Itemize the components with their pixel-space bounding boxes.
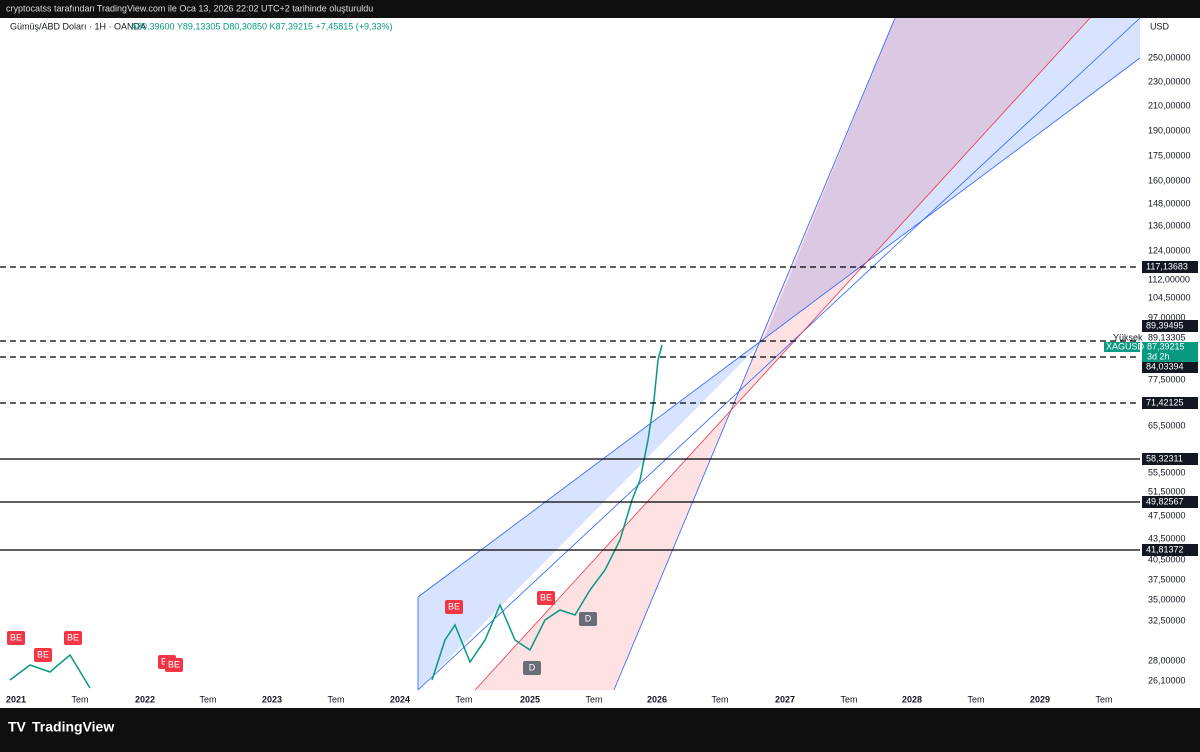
marker-label: BE (67, 632, 79, 642)
price-label: 77,50000 (1148, 374, 1186, 384)
price-label: 40,50000 (1148, 554, 1186, 564)
brand-logo: TV (8, 719, 27, 735)
marker (445, 600, 463, 614)
level-box (1142, 361, 1198, 373)
price-line (9, 653, 91, 689)
fan-line (613, 17, 896, 691)
price-label: 97,00000 (1148, 312, 1186, 322)
last-price: 87,39215 (1147, 341, 1185, 351)
time-label: Tem (1095, 694, 1112, 704)
level-label: 117,13683 (1146, 261, 1188, 271)
last-box (1142, 342, 1198, 362)
time-label: Tem (840, 694, 857, 704)
high-value: 89,13305 (1148, 332, 1186, 342)
time-label: Tem (967, 694, 984, 704)
time-label: Tem (71, 694, 88, 704)
fan-line (417, 17, 1141, 691)
brand: TradingView (32, 719, 114, 735)
level-label: 41,81372 (1146, 544, 1184, 554)
marker-label: BE (168, 659, 180, 669)
fan-line (417, 57, 1141, 598)
fan-line (474, 17, 1091, 691)
ohlc: A80,39600 Y89,13305 D80,30850 K87,39215 … (131, 21, 393, 31)
marker-label: D (529, 662, 536, 672)
time-label: 2029 (1030, 694, 1050, 704)
time-label: Tem (327, 694, 344, 704)
level-label: 84,03394 (1146, 361, 1184, 371)
marker (7, 631, 25, 645)
price-label: 160,00000 (1148, 175, 1191, 185)
currency: USD (1150, 21, 1170, 31)
price-label: 175,00000 (1148, 150, 1191, 160)
price-label: 32,50000 (1148, 615, 1186, 625)
price-label: 112,00000 (1148, 274, 1190, 284)
marker-label: BE (448, 601, 460, 611)
time-label: Tem (711, 694, 728, 704)
level-box (1142, 496, 1198, 508)
time-label: 2028 (902, 694, 922, 704)
marker-label: BE (10, 632, 22, 642)
price-label: 55,50000 (1148, 467, 1186, 477)
time-label: Tem (199, 694, 216, 704)
bottom-bar (0, 708, 1200, 747)
level-box (1142, 397, 1198, 409)
marker-label: BE (540, 592, 552, 602)
marker (165, 658, 183, 672)
chart-area (0, 18, 1200, 708)
level-label: 58,32311 (1146, 453, 1183, 463)
price-label: 230,00000 (1148, 76, 1191, 86)
price-label: 51,50000 (1148, 486, 1186, 496)
price-label: 37,50000 (1148, 574, 1186, 584)
marker-label: D (585, 613, 592, 623)
level-box (1142, 544, 1198, 556)
price-label: 190,00000 (1148, 125, 1191, 135)
time-label: Tem (585, 694, 602, 704)
price-label: 148,00000 (1148, 198, 1191, 208)
marker (523, 661, 541, 675)
level-label: 71,42125 (1146, 397, 1184, 407)
top-bar (0, 0, 1200, 18)
price-label: 35,00000 (1148, 594, 1186, 604)
price-label: 210,00000 (1148, 100, 1191, 110)
time-label: 2027 (775, 694, 795, 704)
time-label: 2024 (390, 694, 410, 704)
last-box (1104, 342, 1140, 352)
marker (34, 648, 52, 662)
high-label: Yüksek (1113, 332, 1143, 342)
time-label: 2021 (6, 694, 26, 704)
price-label: 250,00000 (1148, 52, 1191, 62)
time-label: 2025 (520, 694, 540, 704)
price-label: 28,00000 (1148, 655, 1186, 665)
marker-label: BE (37, 649, 49, 659)
level-box (1142, 261, 1198, 273)
level-box (1142, 320, 1198, 332)
price-label: 26,10000 (1148, 675, 1186, 685)
price-label: 104,50000 (1148, 292, 1191, 302)
level-box (1142, 453, 1198, 465)
price-label: 47,50000 (1148, 510, 1186, 520)
time-label: 2026 (647, 694, 667, 704)
credit: cryptocatss tarafından TradingView.com i… (6, 3, 373, 13)
last-countdown: 3d 2h (1147, 351, 1170, 361)
level-label: 89,39495 (1146, 320, 1184, 330)
price-label: 43,50000 (1148, 533, 1186, 543)
last-symbol: XAGUSD (1106, 341, 1145, 351)
time-label: 2023 (262, 694, 282, 704)
level-label: 49,82567 (1146, 496, 1184, 506)
marker (579, 612, 597, 626)
marker (537, 591, 555, 605)
price-line (431, 344, 663, 681)
price-label: 124,00000 (1148, 245, 1191, 255)
price-label: 136,00000 (1148, 220, 1191, 230)
price-label: 65,50000 (1148, 420, 1186, 430)
symbol: Gümüş/ABD Doları · 1H · OANDA (10, 21, 146, 31)
time-label: Tem (455, 694, 472, 704)
marker (64, 631, 82, 645)
time-label: 2022 (135, 694, 155, 704)
